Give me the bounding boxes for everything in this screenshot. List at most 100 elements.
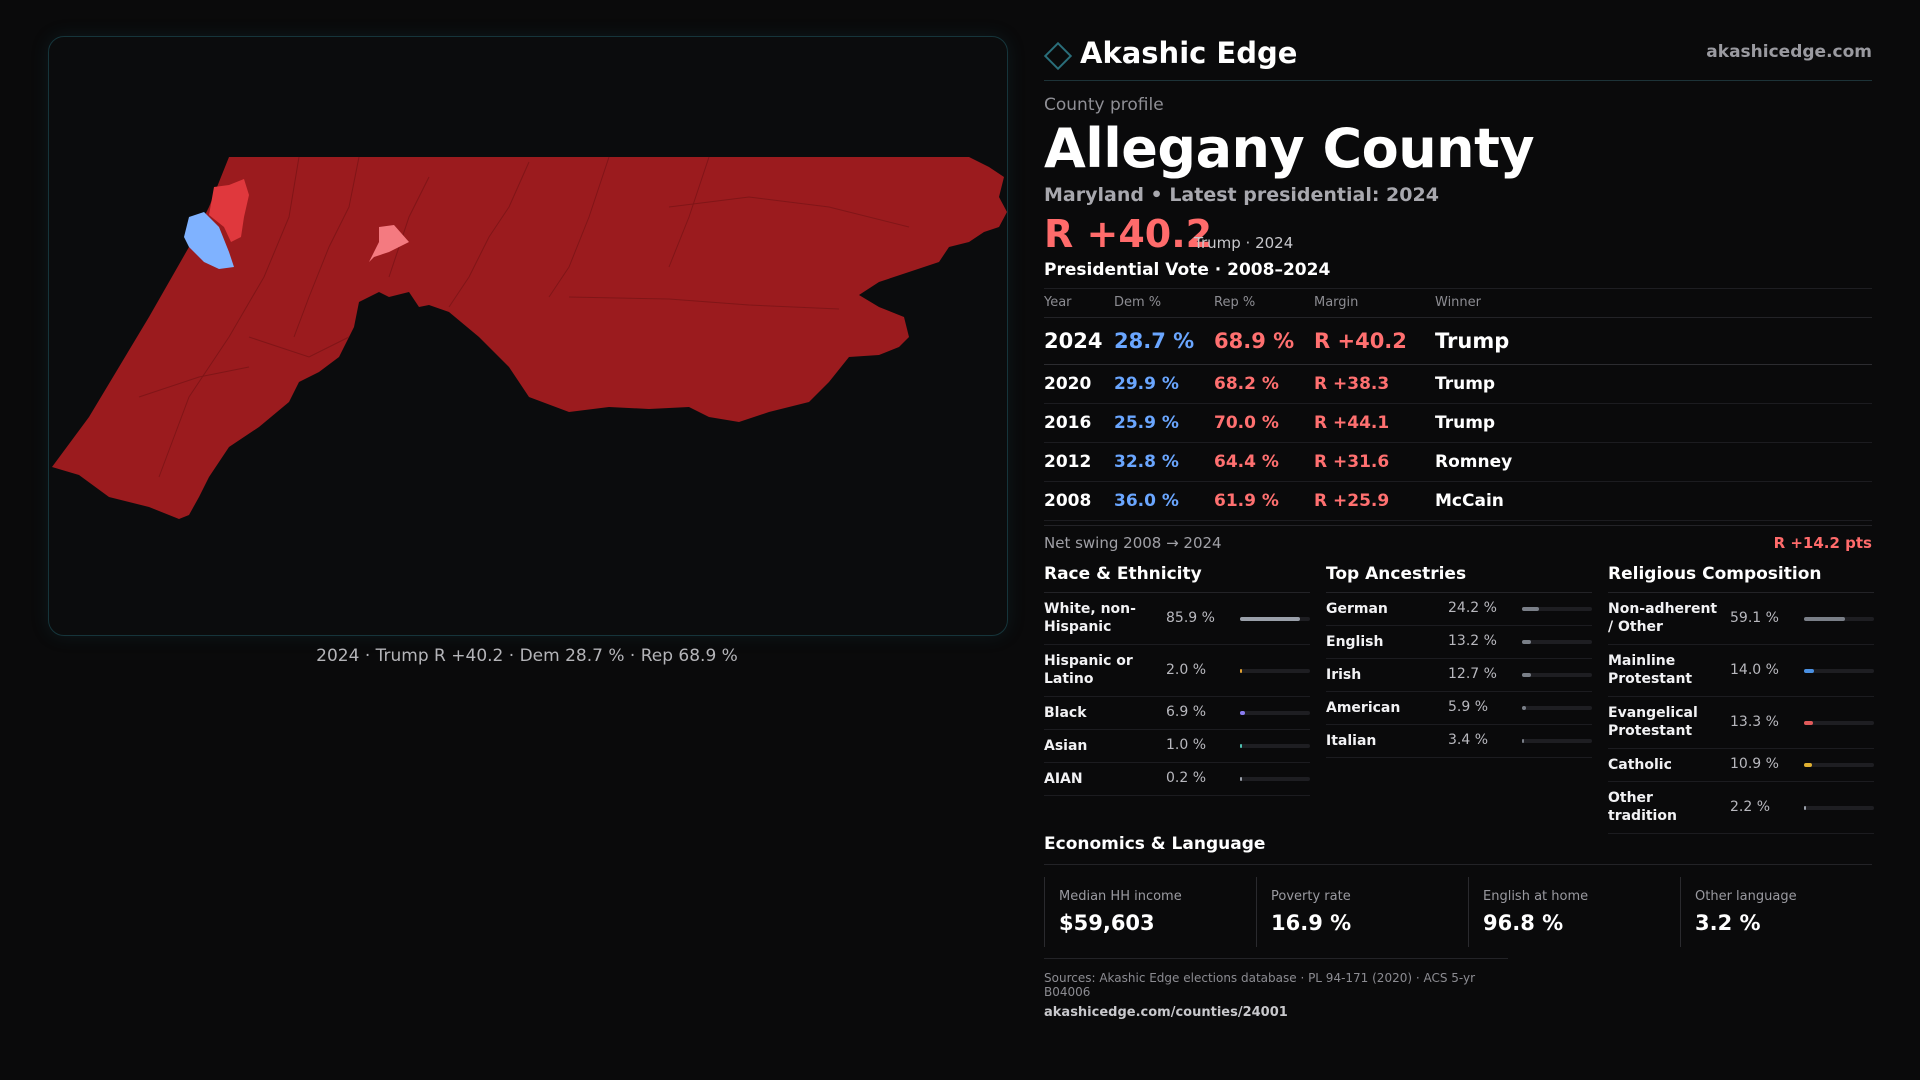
item-label: Evangelical Protestant bbox=[1608, 705, 1698, 739]
race-list: White, non-Hispanic 85.9 % Hispanic or Lat… bbox=[1044, 593, 1310, 796]
item-bar-fill bbox=[1240, 744, 1242, 748]
item-bar-fill bbox=[1522, 706, 1527, 710]
row-margin: R +38.3 bbox=[1314, 364, 1435, 404]
item-label: Catholic bbox=[1608, 757, 1672, 773]
list-item: AIAN 0.2 % bbox=[1044, 763, 1310, 796]
item-bar-fill bbox=[1522, 607, 1539, 611]
row-winner: Trump bbox=[1435, 403, 1872, 443]
econ-card-english: English at home 96.8 % bbox=[1468, 877, 1661, 947]
item-label: Other tradition bbox=[1608, 790, 1677, 824]
county-subtitle: Maryland • Latest presidential: 2024 bbox=[1044, 184, 1439, 206]
row-rep: 61.9 % bbox=[1214, 481, 1314, 521]
item-value: 13.3 % bbox=[1730, 713, 1779, 730]
item-value: 3.4 % bbox=[1448, 732, 1489, 748]
item-bar bbox=[1240, 668, 1310, 673]
item-bar bbox=[1240, 744, 1310, 748]
col-margin: Margin bbox=[1314, 288, 1435, 318]
item-bar bbox=[1522, 673, 1592, 677]
row-rep: 68.2 % bbox=[1214, 364, 1314, 404]
item-label: American bbox=[1326, 700, 1401, 716]
brand-url-link[interactable]: akashicedge.com bbox=[1706, 42, 1872, 62]
row-winner: Romney bbox=[1435, 442, 1872, 482]
religion-column: Religious Composition Non-adherent / Oth… bbox=[1608, 564, 1874, 834]
item-bar bbox=[1804, 805, 1874, 810]
headline-margin-row: R +40.2 Trump · 2024 bbox=[1044, 212, 1872, 258]
row-rep: 70.0 % bbox=[1214, 403, 1314, 443]
item-bar bbox=[1522, 706, 1592, 710]
race-section-title: Race & Ethnicity bbox=[1044, 564, 1310, 593]
list-item: Non-adherent / Other 59.1 % bbox=[1608, 593, 1874, 645]
lean-rep-precinct[interactable] bbox=[209, 179, 249, 242]
county-url-link[interactable]: akashicedge.com/counties/24001 bbox=[1044, 1005, 1288, 1020]
col-rep: Rep % bbox=[1214, 288, 1314, 318]
item-label: Non-adherent / Other bbox=[1608, 601, 1718, 635]
item-label: Irish bbox=[1326, 667, 1362, 683]
brand-name[interactable]: Akashic Edge bbox=[1080, 36, 1298, 70]
county-map-panel[interactable] bbox=[48, 36, 1008, 636]
item-bar-fill bbox=[1240, 777, 1242, 781]
row-year: 2024 bbox=[1044, 317, 1114, 365]
row-margin: R +31.6 bbox=[1314, 442, 1435, 482]
item-label: Hispanic or Latino bbox=[1044, 653, 1133, 687]
item-label: Italian bbox=[1326, 733, 1377, 749]
row-margin: R +25.9 bbox=[1314, 481, 1435, 521]
light-rep-precinct[interactable] bbox=[369, 225, 409, 262]
item-label: White, non-Hispanic bbox=[1044, 601, 1136, 635]
table-row[interactable]: 2024 28.7 % 68.9 % R +40.2 Trump bbox=[1044, 317, 1872, 365]
list-item: German 24.2 % bbox=[1326, 593, 1592, 626]
table-row[interactable]: 2016 25.9 % 70.0 % R +44.1 Trump bbox=[1044, 403, 1872, 443]
list-item: Asian 1.0 % bbox=[1044, 730, 1310, 763]
demographics: Race & Ethnicity White, non-Hispanic 85.9… bbox=[1044, 564, 1874, 834]
sources-footer: Sources: Akashic Edge elections database… bbox=[1044, 958, 1508, 1020]
row-dem: 25.9 % bbox=[1114, 403, 1214, 443]
religion-list: Non-adherent / Other 59.1 % Mainline Prote… bbox=[1608, 593, 1874, 834]
brand-header: Akashic Edge akashicedge.com bbox=[1043, 36, 1872, 81]
row-rep: 64.4 % bbox=[1214, 442, 1314, 482]
item-label: AIAN bbox=[1044, 771, 1083, 787]
item-bar-fill bbox=[1804, 616, 1846, 621]
item-label: Asian bbox=[1044, 738, 1088, 754]
row-dem: 28.7 % bbox=[1114, 317, 1214, 365]
list-item: Mainline Protestant 14.0 % bbox=[1608, 645, 1874, 697]
county-map[interactable] bbox=[49, 37, 1007, 635]
econ-label: Poverty rate bbox=[1271, 889, 1351, 904]
row-year: 2008 bbox=[1044, 481, 1114, 521]
item-value: 2.2 % bbox=[1730, 798, 1771, 815]
table-row[interactable]: 2008 36.0 % 61.9 % R +25.9 McCain bbox=[1044, 481, 1872, 521]
item-bar bbox=[1804, 668, 1874, 673]
item-value: 12.7 % bbox=[1448, 666, 1497, 682]
county-shape[interactable] bbox=[52, 157, 1007, 519]
item-bar bbox=[1804, 616, 1874, 621]
item-bar-fill bbox=[1240, 711, 1245, 715]
list-item: Other tradition 2.2 % bbox=[1608, 782, 1874, 834]
net-swing-label: Net swing 2008 → 2024 bbox=[1044, 534, 1222, 552]
list-item: Black 6.9 % bbox=[1044, 697, 1310, 730]
ancestry-list: German 24.2 % English 13.2 % Irish 12.7 % Amer… bbox=[1326, 593, 1592, 758]
dem-precinct[interactable] bbox=[184, 212, 234, 269]
net-swing-value: R +14.2 pts bbox=[1773, 534, 1872, 552]
ancestries-column: Top Ancestries German 24.2 % English 13.2 %… bbox=[1326, 564, 1592, 758]
row-year: 2016 bbox=[1044, 403, 1114, 443]
row-dem: 32.8 % bbox=[1114, 442, 1214, 482]
list-item: White, non-Hispanic 85.9 % bbox=[1044, 593, 1310, 645]
item-bar bbox=[1804, 763, 1874, 767]
col-year: Year bbox=[1044, 288, 1114, 318]
row-rep: 68.9 % bbox=[1214, 317, 1314, 365]
item-bar-fill bbox=[1522, 739, 1525, 743]
econ-value: 3.2 % bbox=[1695, 911, 1761, 935]
table-row[interactable]: 2012 32.8 % 64.4 % R +31.6 Romney bbox=[1044, 442, 1872, 482]
item-bar bbox=[1240, 616, 1310, 621]
table-row[interactable]: 2020 29.9 % 68.2 % R +38.3 Trump bbox=[1044, 364, 1872, 404]
econ-value: 96.8 % bbox=[1483, 911, 1564, 935]
headline-margin: R +40.2 bbox=[1044, 212, 1213, 256]
row-margin: R +44.1 bbox=[1314, 403, 1435, 443]
item-bar bbox=[1240, 777, 1310, 781]
item-value: 13.2 % bbox=[1448, 633, 1497, 649]
row-dem: 36.0 % bbox=[1114, 481, 1214, 521]
econ-value: 16.9 % bbox=[1271, 911, 1352, 935]
item-label: German bbox=[1326, 601, 1388, 617]
race-ethnicity-column: Race & Ethnicity White, non-Hispanic 85.9… bbox=[1044, 564, 1310, 796]
county-subdivision-lines bbox=[138, 156, 910, 478]
vote-section-title: Presidential Vote · 2008–2024 bbox=[1044, 260, 1331, 280]
econ-label: English at home bbox=[1483, 889, 1589, 904]
